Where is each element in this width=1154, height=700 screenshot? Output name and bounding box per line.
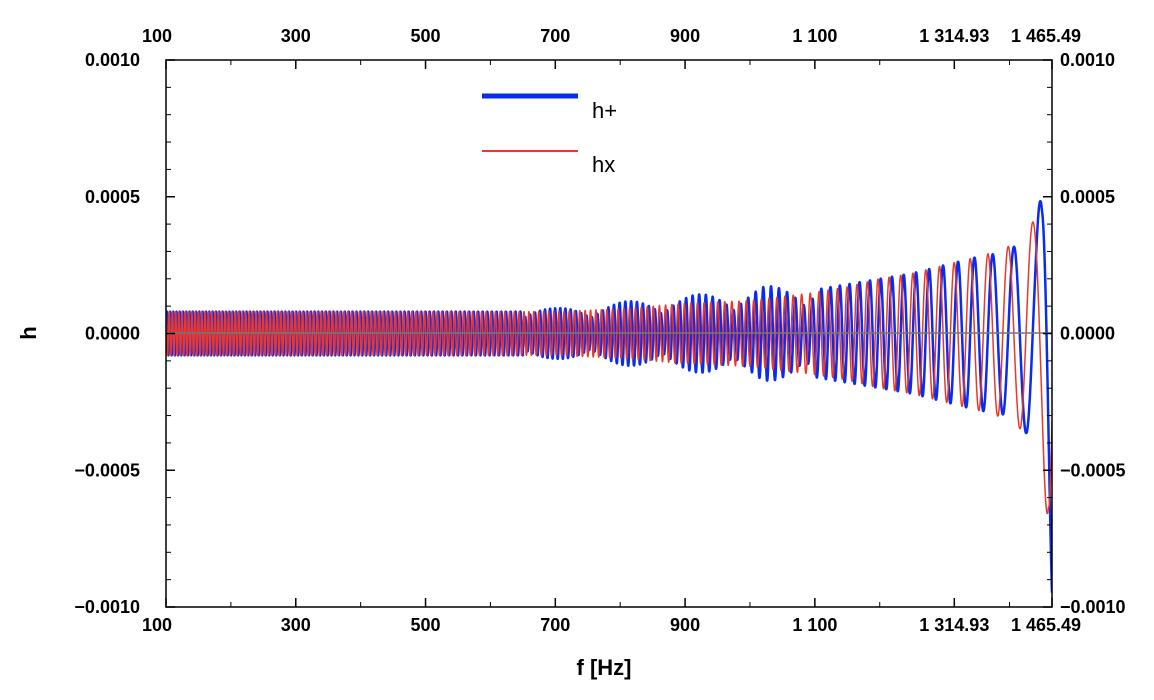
x-tick-label-top: 100 [142,26,172,46]
series-line-hx [166,221,1052,515]
tick-labels-layer: 100 100 300 300 500 500 700 700 900 900 1 100 1 100… [74,26,1125,635]
x-tick-label-bottom: 500 [411,615,441,635]
x-tick-label-bottom: 1 314.93 [919,615,989,635]
legend-label-h-plus: h+ [592,98,617,123]
x-tick-label-top: 700 [540,26,570,46]
x-tick-label-bottom: 700 [540,615,570,635]
x-tick-label-top: 900 [670,26,700,46]
y-tick-label-right: 0.0005 [1060,187,1115,207]
x-tick-label-bottom: 1 465.49 [1011,615,1081,635]
y-tick-label-right: 0.0010 [1060,50,1115,70]
x-tick-label-top: 1 100 [792,26,837,46]
y-tick-label-left: −0.0010 [74,597,140,617]
y-tick-label-right: −0.0010 [1060,597,1126,617]
x-tick-label-bottom: 300 [281,615,311,635]
x-tick-label-bottom: 100 [142,615,172,635]
x-tick-label-top: 1 465.49 [1011,26,1081,46]
x-tick-label-top: 500 [411,26,441,46]
y-tick-label-left: 0.0005 [85,187,140,207]
y-axis-title: h [16,326,41,339]
y-tick-label-left: −0.0005 [74,460,140,480]
legend-label-hx: hx [592,152,615,177]
ticks-layer [165,59,1053,608]
x-axis-title: f [Hz] [577,655,632,680]
y-tick-label-right: −0.0005 [1060,460,1126,480]
y-tick-label-right: 0.0000 [1060,324,1115,344]
y-tick-label-left: 0.0000 [85,324,140,344]
x-tick-label-bottom: 900 [670,615,700,635]
legend: h+ hx [482,93,617,177]
x-tick-label-top: 1 314.93 [919,26,989,46]
y-tick-label-left: 0.0010 [85,50,140,70]
x-tick-label-top: 300 [281,26,311,46]
series-line-h-plus [166,199,1052,593]
series-layer [166,199,1052,593]
x-tick-label-bottom: 1 100 [792,615,837,635]
